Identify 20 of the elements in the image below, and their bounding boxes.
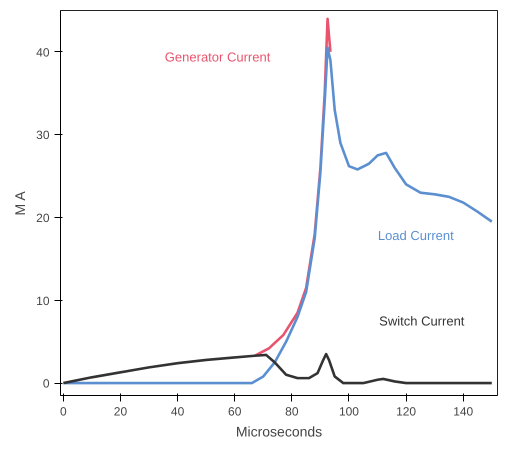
x-tick-label: 100	[338, 404, 360, 418]
x-tick-label: 80	[285, 404, 299, 418]
text: Generator Current	[164, 49, 271, 64]
y-tick-label: 20	[36, 210, 50, 225]
x-tick-label: 60	[228, 404, 242, 418]
x-axis-title: Microseconds	[236, 424, 322, 440]
x-tick-label: 40	[170, 404, 185, 418]
line-series	[62, 46, 494, 384]
x-tick-label: 20	[114, 404, 128, 418]
x-tick-label: 0	[60, 404, 68, 418]
text: Switch Current	[379, 314, 465, 329]
y-tick-label: 30	[36, 128, 50, 142]
y-tick-label: 40	[36, 45, 50, 60]
x-tick-label: 120	[396, 404, 416, 418]
x-tick-label: 140	[453, 404, 474, 418]
y-tick-label: 0	[42, 376, 50, 391]
y-tick-label: 10	[36, 294, 50, 308]
text: Load Current	[378, 228, 454, 244]
line-series	[62, 352, 494, 384]
y-axis-title: M A	[12, 190, 28, 216]
